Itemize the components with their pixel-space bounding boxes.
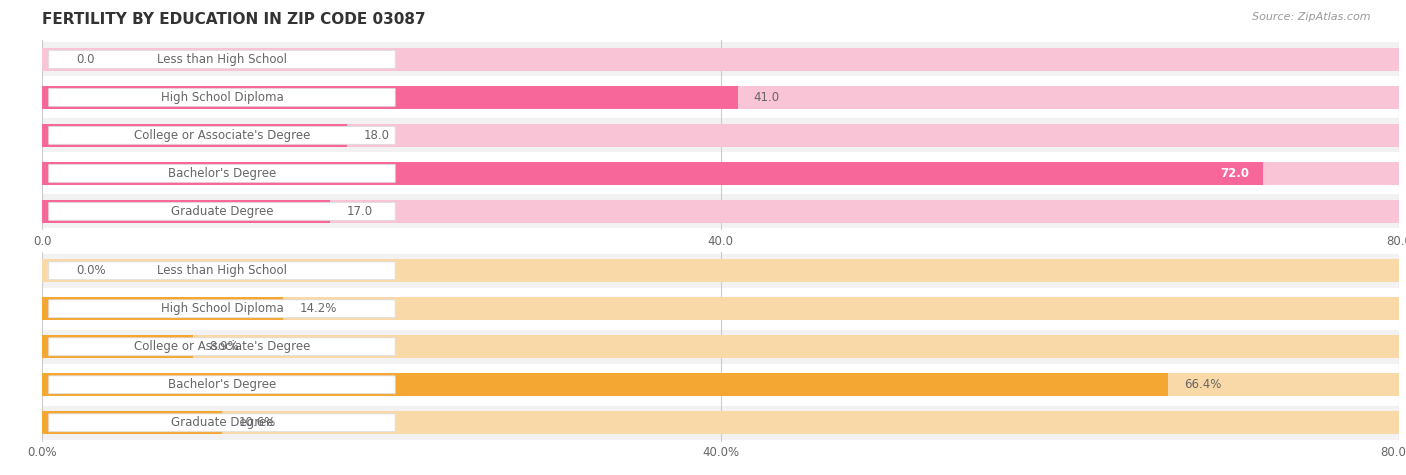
Text: 17.0: 17.0 xyxy=(347,205,373,218)
Bar xyxy=(42,335,1399,358)
Text: 0.0: 0.0 xyxy=(76,53,94,66)
Text: Less than High School: Less than High School xyxy=(157,53,287,66)
FancyBboxPatch shape xyxy=(49,262,395,280)
Bar xyxy=(42,86,1399,109)
Bar xyxy=(42,48,1399,71)
Bar xyxy=(42,86,738,109)
Text: 0.0%: 0.0% xyxy=(76,264,105,277)
Bar xyxy=(42,162,1399,185)
Text: Source: ZipAtlas.com: Source: ZipAtlas.com xyxy=(1253,12,1371,22)
Bar xyxy=(42,124,347,147)
Text: Bachelor's Degree: Bachelor's Degree xyxy=(167,378,276,391)
Bar xyxy=(42,335,193,358)
Text: Graduate Degree: Graduate Degree xyxy=(170,416,273,429)
Bar xyxy=(42,162,1264,185)
Bar xyxy=(42,411,222,434)
Text: 41.0: 41.0 xyxy=(754,91,780,104)
FancyBboxPatch shape xyxy=(42,80,1399,114)
Bar xyxy=(42,297,1399,320)
FancyBboxPatch shape xyxy=(42,368,1399,402)
FancyBboxPatch shape xyxy=(49,300,395,318)
Text: College or Associate's Degree: College or Associate's Degree xyxy=(134,129,311,142)
Bar xyxy=(42,297,283,320)
FancyBboxPatch shape xyxy=(42,406,1399,440)
FancyBboxPatch shape xyxy=(42,292,1399,326)
Bar xyxy=(42,200,330,223)
FancyBboxPatch shape xyxy=(49,338,395,356)
Text: College or Associate's Degree: College or Associate's Degree xyxy=(134,340,311,353)
Text: 72.0: 72.0 xyxy=(1220,167,1250,180)
Text: Graduate Degree: Graduate Degree xyxy=(170,205,273,218)
FancyBboxPatch shape xyxy=(42,42,1399,76)
FancyBboxPatch shape xyxy=(49,202,395,220)
FancyBboxPatch shape xyxy=(49,376,395,394)
Bar xyxy=(42,411,1399,434)
FancyBboxPatch shape xyxy=(49,50,395,68)
Text: 18.0: 18.0 xyxy=(364,129,389,142)
FancyBboxPatch shape xyxy=(49,164,395,182)
Text: Less than High School: Less than High School xyxy=(157,264,287,277)
Text: High School Diploma: High School Diploma xyxy=(160,302,284,315)
FancyBboxPatch shape xyxy=(42,254,1399,288)
Bar xyxy=(42,373,1399,396)
FancyBboxPatch shape xyxy=(42,118,1399,152)
Text: 14.2%: 14.2% xyxy=(299,302,336,315)
FancyBboxPatch shape xyxy=(49,414,395,432)
Bar xyxy=(42,259,1399,282)
FancyBboxPatch shape xyxy=(42,194,1399,228)
Bar xyxy=(42,200,1399,223)
FancyBboxPatch shape xyxy=(42,156,1399,190)
Text: Bachelor's Degree: Bachelor's Degree xyxy=(167,167,276,180)
Text: High School Diploma: High School Diploma xyxy=(160,91,284,104)
Bar xyxy=(42,124,1399,147)
Text: FERTILITY BY EDUCATION IN ZIP CODE 03087: FERTILITY BY EDUCATION IN ZIP CODE 03087 xyxy=(42,12,426,27)
FancyBboxPatch shape xyxy=(49,126,395,144)
Text: 10.6%: 10.6% xyxy=(238,416,276,429)
Text: 66.4%: 66.4% xyxy=(1185,378,1222,391)
Bar xyxy=(42,373,1168,396)
Text: 8.9%: 8.9% xyxy=(209,340,239,353)
FancyBboxPatch shape xyxy=(42,330,1399,364)
FancyBboxPatch shape xyxy=(49,88,395,106)
